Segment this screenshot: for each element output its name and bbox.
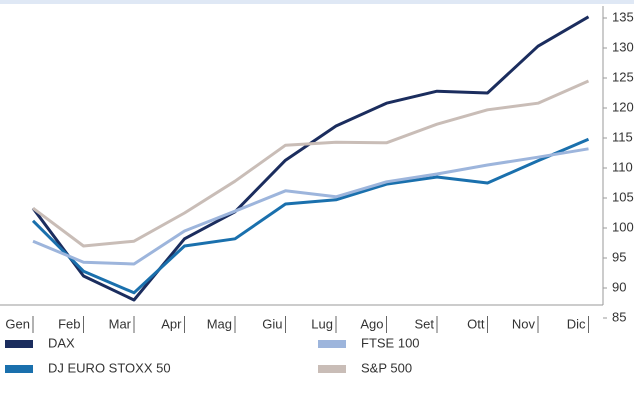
legend-label: DAX xyxy=(48,335,75,350)
x-tick-label: Lug xyxy=(311,316,333,331)
y-tick-label: 120 xyxy=(612,99,634,114)
legend-swatch xyxy=(318,365,346,373)
legend-swatch xyxy=(5,340,33,348)
x-tick-label: Feb xyxy=(58,316,80,331)
x-tick-label: Set xyxy=(414,316,434,331)
series-line xyxy=(32,147,589,266)
y-tick-label: 95 xyxy=(612,249,626,264)
x-tick-label: Ago xyxy=(360,316,383,331)
y-tick-label: 125 xyxy=(612,69,634,84)
legend-label: FTSE 100 xyxy=(361,335,420,350)
x-tick-label: Giu xyxy=(262,316,282,331)
x-tick-label: Gen xyxy=(5,316,30,331)
y-tick-label: 100 xyxy=(612,219,634,234)
x-tick-label: Nov xyxy=(512,316,536,331)
y-tick-label: 105 xyxy=(612,189,634,204)
legend-label: DJ EURO STOXX 50 xyxy=(48,360,171,375)
series-line xyxy=(31,137,590,295)
y-tick-label: 135 xyxy=(612,9,634,24)
y-tick-label: 90 xyxy=(612,279,626,294)
x-tick-label: Mar xyxy=(109,316,132,331)
top-band xyxy=(0,0,634,4)
series-line xyxy=(32,79,590,248)
x-tick-label: Mag xyxy=(207,316,232,331)
series-line xyxy=(31,15,590,302)
x-tick-label: Ott xyxy=(467,316,485,331)
x-tick-label: Dic xyxy=(567,316,586,331)
x-tick-label: Apr xyxy=(161,316,182,331)
legend-swatch xyxy=(318,340,346,348)
y-tick-label: 110 xyxy=(612,159,633,174)
legend-swatch xyxy=(5,365,33,373)
legend-label: S&P 500 xyxy=(361,360,412,375)
y-tick-label: 85 xyxy=(612,309,626,324)
y-tick-label: 130 xyxy=(612,39,634,54)
y-tick-label: 115 xyxy=(612,129,633,144)
